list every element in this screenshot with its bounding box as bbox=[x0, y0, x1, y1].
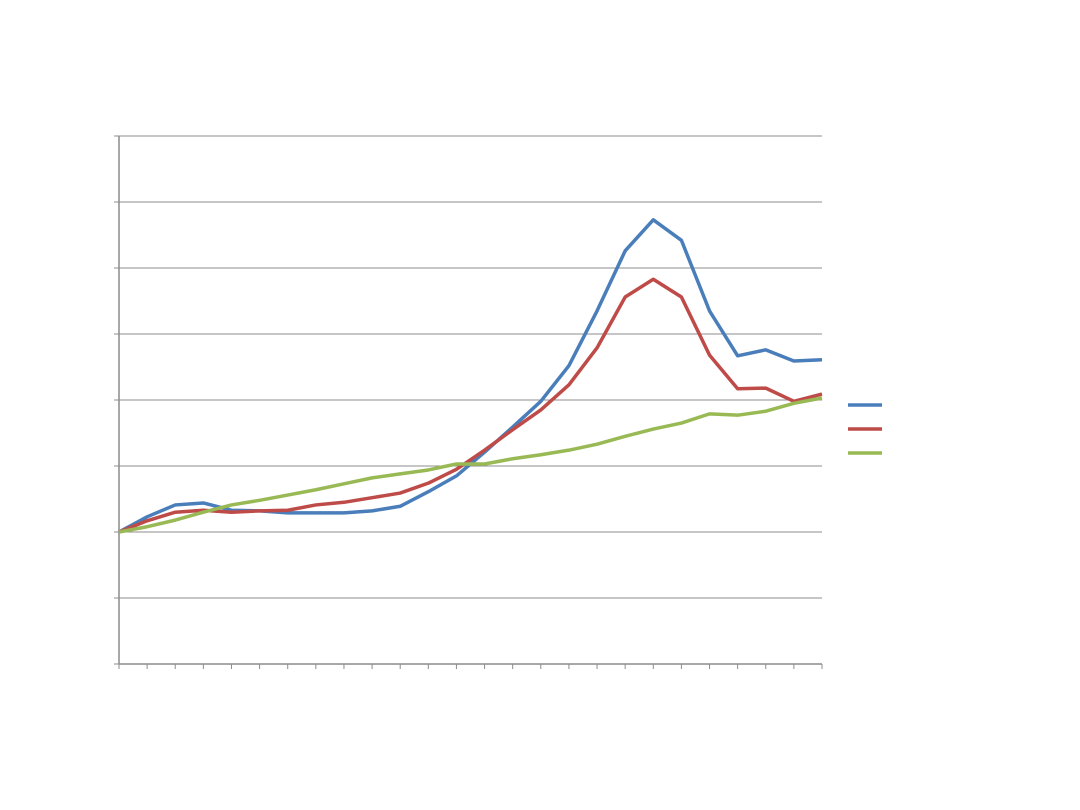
series-line bbox=[118, 396, 823, 534]
series-line bbox=[118, 218, 823, 534]
series-line bbox=[118, 277, 823, 534]
